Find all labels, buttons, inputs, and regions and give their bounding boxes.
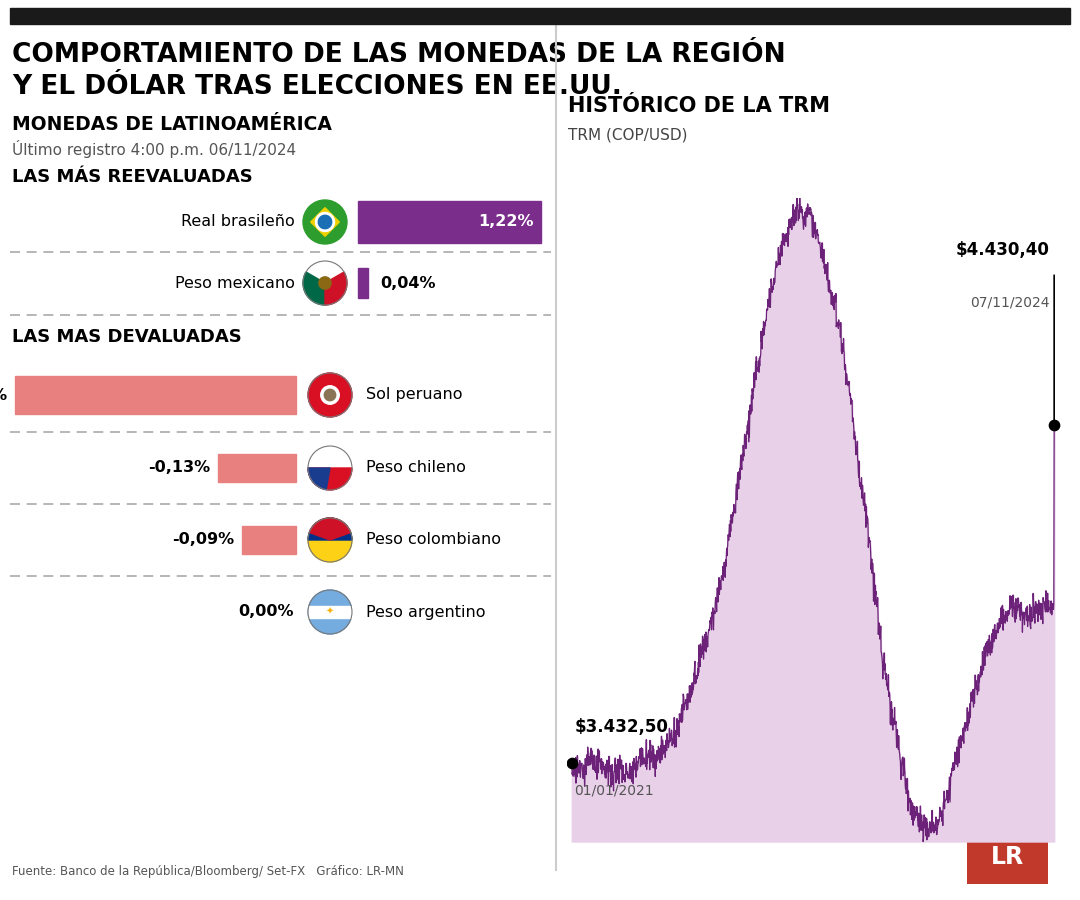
Text: TRM (COP/USD): TRM (COP/USD) [568,127,688,142]
Circle shape [321,386,339,404]
Circle shape [308,373,352,417]
Circle shape [308,590,352,634]
Text: Sol peruano: Sol peruano [366,388,462,402]
Wedge shape [308,612,352,634]
Text: Peso argentino: Peso argentino [366,605,486,619]
Wedge shape [330,373,352,417]
Text: Fuente: Banco de la República/Bloomberg/ Set-FX   Gráfico: LR-MN: Fuente: Banco de la República/Bloomberg/… [12,865,404,878]
Text: Peso colombiano: Peso colombiano [366,533,501,547]
Wedge shape [308,468,330,490]
Wedge shape [309,518,351,540]
Bar [242,526,296,554]
Wedge shape [325,272,347,305]
Bar [218,454,296,482]
Text: -0,13%: -0,13% [148,461,211,475]
Polygon shape [311,208,339,237]
Text: ★: ★ [313,457,322,467]
Text: $3.432,50: $3.432,50 [575,717,669,735]
Text: Y EL DÓLAR TRAS ELECCIONES EN EE.UU.: Y EL DÓLAR TRAS ELECCIONES EN EE.UU. [12,74,622,100]
Bar [15,376,296,414]
Text: 0,04%: 0,04% [380,275,435,291]
Text: LAS MÁS REEVALUADAS: LAS MÁS REEVALUADAS [12,168,253,186]
Text: LAS MAS DEVALUADAS: LAS MAS DEVALUADAS [12,328,242,346]
Bar [10,8,1070,24]
Circle shape [303,261,347,305]
Text: LR: LR [990,845,1024,868]
Text: Peso mexicano: Peso mexicano [175,275,295,291]
Text: HISTÓRICO DE LA TRM: HISTÓRICO DE LA TRM [568,96,831,116]
Wedge shape [308,373,330,417]
Text: Peso chileno: Peso chileno [366,461,465,475]
Circle shape [303,200,347,244]
Text: -0,09%: -0,09% [172,533,234,547]
Circle shape [308,518,352,562]
Wedge shape [308,590,352,612]
Point [1045,418,1063,432]
Circle shape [324,390,336,400]
Wedge shape [308,518,352,540]
Text: MONEDAS DE LATINOAMÉRICA: MONEDAS DE LATINOAMÉRICA [12,115,332,134]
Text: ✦: ✦ [326,607,334,617]
Text: 01/01/2021: 01/01/2021 [575,783,653,797]
Bar [357,201,541,243]
Bar [357,268,368,298]
Text: $4.430,40: $4.430,40 [956,241,1050,259]
Text: Real brasileño: Real brasileño [181,214,295,230]
Text: Último registro 4:00 p.m. 06/11/2024: Último registro 4:00 p.m. 06/11/2024 [12,140,296,158]
Point [563,756,580,770]
Circle shape [319,277,332,289]
Wedge shape [308,468,352,490]
Text: 1,22%: 1,22% [477,214,534,230]
Text: -0,47%: -0,47% [0,388,6,402]
FancyBboxPatch shape [308,606,352,618]
Text: 07/11/2024: 07/11/2024 [970,295,1050,310]
Text: COMPORTAMIENTO DE LAS MONEDAS DE LA REGIÓN: COMPORTAMIENTO DE LAS MONEDAS DE LA REGI… [12,42,785,68]
Text: 0,00%: 0,00% [239,605,294,619]
Wedge shape [303,272,325,305]
Circle shape [316,213,334,230]
Circle shape [308,446,352,490]
